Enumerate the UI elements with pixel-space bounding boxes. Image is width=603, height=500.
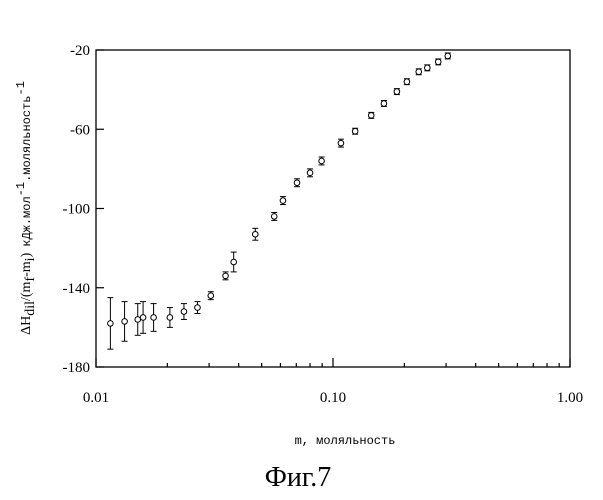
point-marker [435,59,441,65]
y-tick-label: -100 [63,202,91,218]
data-point [280,197,286,205]
data-point [424,65,430,71]
point-marker [223,273,229,279]
y-axis-label-sub-dil: dil [23,301,38,316]
point-marker [151,315,157,321]
y-axis-label-close: ) [19,252,34,257]
data-point [294,179,300,187]
point-marker [140,315,146,321]
point-marker [368,113,374,119]
point-marker [445,53,451,59]
data-point [140,302,146,334]
point-marker [338,140,344,146]
y-tick-label: -20 [70,43,90,59]
data-point [135,304,141,336]
figure-caption: Фиг.7 [265,462,331,493]
point-marker [135,317,141,323]
point-marker [294,180,300,186]
y-axis-label-part2: -m [19,261,34,277]
y-axis: -20 -60 -100 -140 -180 [63,43,105,376]
data-point [208,292,214,300]
point-marker [307,170,313,176]
point-marker [122,319,128,325]
point-marker [208,293,214,299]
y-axis-label-part1: /(m [19,281,34,301]
y-axis-label-delta-h: ΔH [19,316,34,335]
data-point [416,69,422,75]
point-marker [352,128,358,134]
data-point [404,79,410,85]
point-marker [252,231,258,237]
point-marker [271,214,277,220]
y-axis-label-units: кДж.мол [20,196,34,246]
y-axis-label-units2: .моляльность [20,96,34,182]
y-axis-label-units2-sup: -1 [14,81,28,95]
data-point [435,59,441,65]
y-axis-label: ΔHdil/(mf-mi)кДж.мол-1.моляльность-1 [14,81,38,335]
x-tick-label: 0.01 [83,390,109,406]
y-tick-label: -60 [70,122,90,138]
point-marker [108,321,114,327]
point-marker [319,158,325,164]
data-point [307,169,313,177]
data-point [223,272,229,280]
data-series [107,53,450,349]
data-point [122,302,128,342]
data-point [151,304,157,332]
point-marker [280,198,286,204]
data-point [352,128,358,134]
point-marker [231,259,237,265]
point-marker [381,101,387,107]
x-tick-label: 1.00 [557,390,583,406]
data-point [181,304,187,320]
data-point [381,101,387,107]
data-point [319,157,325,165]
x-axis-label: m, моляльность [295,434,396,448]
point-marker [416,69,422,75]
y-axis-label-units-sup: -1 [14,182,28,196]
data-point [394,89,400,95]
plot-frame [96,50,570,367]
x-tick-label: 0.10 [320,390,346,406]
svg-text:ΔHdil/(mf-mi)кДж.мол-1.моляльн: ΔHdil/(mf-mi)кДж.мол-1.моляльность-1 [14,81,38,335]
point-marker [195,305,201,311]
point-marker [404,79,410,85]
data-point [271,212,277,220]
point-marker [181,309,187,315]
data-point [445,53,451,59]
y-tick-label: -140 [63,281,91,297]
data-point [252,228,258,240]
y-tick-label: -180 [63,360,91,376]
data-point [338,139,344,147]
data-point [368,112,374,118]
point-marker [394,89,400,95]
data-point [167,308,173,328]
point-marker [425,65,431,71]
data-point [231,252,237,272]
data-point [107,298,113,350]
data-point [194,302,200,314]
x-axis: 0.01 0.10 1.00 [83,358,583,406]
point-marker [167,315,173,321]
